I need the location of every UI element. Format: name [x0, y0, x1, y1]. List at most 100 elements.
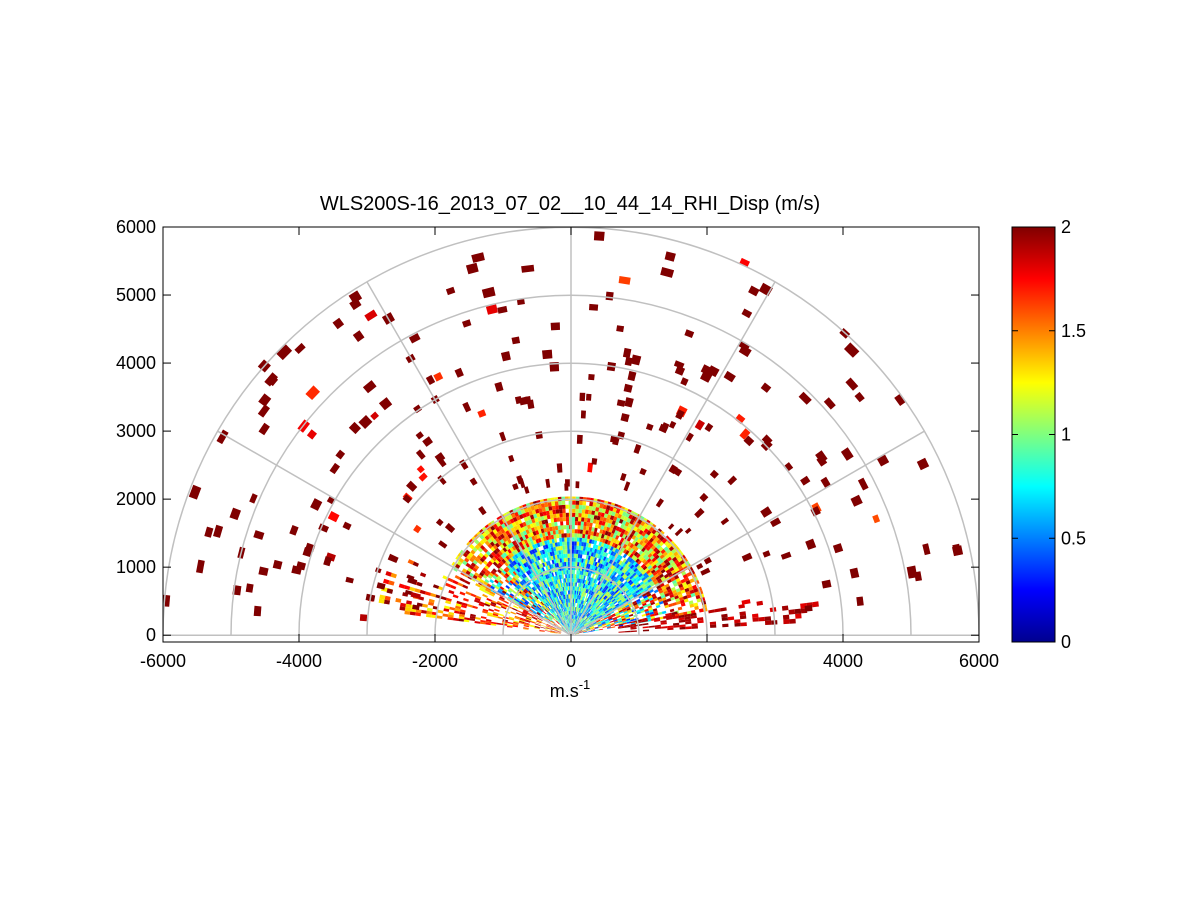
data-cell	[660, 594, 666, 599]
data-cell	[601, 508, 606, 514]
data-cell	[591, 612, 595, 616]
data-cell	[530, 558, 535, 564]
data-cell	[575, 594, 577, 599]
data-cell	[657, 551, 663, 557]
data-cell	[627, 592, 632, 597]
data-cell	[693, 588, 699, 593]
data-cell	[483, 581, 488, 586]
data-cell	[562, 625, 566, 630]
data-cell	[529, 545, 534, 551]
data-cell	[553, 550, 557, 556]
data-cell	[633, 574, 639, 579]
data-cell	[649, 573, 654, 579]
data-cell	[482, 537, 488, 543]
data-cell	[572, 614, 573, 619]
y-tick-label: 2000	[116, 489, 156, 509]
data-cell	[550, 604, 554, 609]
data-cell	[471, 554, 477, 560]
data-cell	[544, 598, 548, 603]
data-cell	[569, 610, 571, 615]
data-cell	[563, 611, 565, 616]
data-cell	[585, 625, 590, 628]
data-cell	[508, 587, 514, 592]
data-cell	[598, 550, 602, 555]
data-cell	[486, 583, 492, 588]
data-cell	[689, 578, 695, 584]
data-cell	[495, 605, 501, 609]
data-cell	[664, 604, 669, 609]
data-cell	[506, 571, 511, 576]
data-cell	[635, 575, 640, 581]
data-cell	[667, 551, 674, 557]
data-cell	[586, 589, 589, 594]
data-cell	[486, 597, 493, 602]
data-cell	[594, 610, 599, 614]
data-cell	[672, 602, 677, 606]
data-cell	[520, 598, 526, 603]
data-cell	[552, 530, 556, 535]
data-cell	[569, 598, 571, 603]
data-cell	[573, 623, 575, 628]
data-cell	[554, 616, 558, 620]
data-cell	[549, 610, 553, 614]
data-cell	[572, 623, 574, 628]
data-cell	[559, 600, 562, 605]
data-cell	[560, 604, 563, 609]
data-cell	[528, 574, 533, 579]
data-cell	[617, 625, 625, 628]
data-cell	[462, 319, 472, 328]
data-cell	[520, 554, 525, 560]
data-cell	[601, 622, 606, 625]
data-cell	[458, 618, 464, 622]
data-cell	[613, 543, 619, 549]
data-cell	[514, 554, 519, 559]
data-cell	[577, 586, 580, 591]
data-cell	[628, 558, 634, 563]
data-cell	[533, 581, 537, 586]
data-cell	[568, 627, 570, 632]
data-cell	[538, 520, 543, 526]
data-cell	[582, 629, 587, 632]
data-cell	[459, 609, 466, 613]
data-cell	[418, 472, 428, 482]
data-cell	[586, 598, 589, 603]
data-cell	[578, 549, 581, 555]
data-cell	[555, 529, 559, 535]
data-cell	[567, 594, 569, 599]
data-cell	[493, 611, 499, 615]
data-cell	[523, 595, 528, 599]
data-cell	[479, 621, 486, 625]
data-cell	[450, 584, 457, 590]
x-axis-label-base: m.s	[550, 681, 579, 701]
data-cell	[603, 608, 608, 612]
data-cell	[620, 561, 625, 567]
data-cell	[601, 599, 605, 603]
data-cell	[554, 601, 558, 606]
data-cell	[642, 604, 648, 608]
data-cell	[500, 528, 506, 534]
data-cell	[597, 623, 602, 626]
data-cell	[606, 613, 611, 616]
data-cell	[622, 622, 627, 625]
data-cell	[485, 619, 492, 622]
data-cell	[545, 597, 550, 602]
data-cell	[568, 606, 570, 611]
data-cell	[574, 615, 576, 620]
data-cell	[608, 595, 613, 599]
colorbar: 00.511.52	[1011, 217, 1086, 652]
data-cell	[578, 621, 581, 626]
data-cell	[258, 393, 272, 407]
data-cell	[494, 559, 500, 565]
data-cell	[651, 557, 657, 563]
data-cell	[595, 589, 600, 594]
data-cell	[540, 515, 545, 521]
data-cell	[489, 558, 495, 564]
data-cell	[495, 547, 501, 553]
data-cell	[599, 559, 603, 564]
data-cell	[542, 558, 546, 563]
data-cell	[552, 598, 556, 603]
data-cell	[507, 538, 512, 544]
data-cell	[485, 586, 492, 591]
data-cell	[522, 573, 527, 578]
data-cell	[536, 512, 541, 518]
